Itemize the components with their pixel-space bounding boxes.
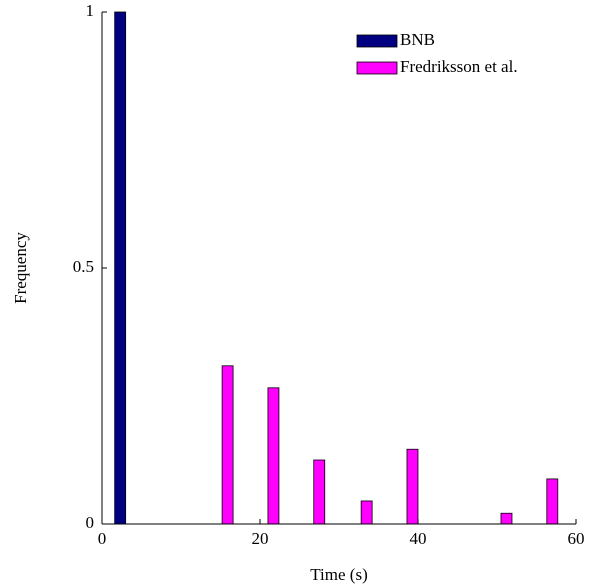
bar xyxy=(221,365,234,525)
x-axis-label: Time (s) xyxy=(310,565,367,584)
x-tick-label: 20 xyxy=(252,529,269,548)
bar xyxy=(114,11,127,525)
bar xyxy=(500,512,513,525)
y-axis-label: Frequency xyxy=(11,232,30,304)
bar xyxy=(406,448,419,525)
legend-swatch xyxy=(356,34,398,48)
bar xyxy=(360,500,373,525)
y-tick-label: 0 xyxy=(86,513,95,532)
y-tick-label: 0.5 xyxy=(73,257,94,276)
legend-label: BNB xyxy=(400,30,435,49)
y-tick-label: 1 xyxy=(86,1,95,20)
x-tick-label: 0 xyxy=(98,529,107,548)
x-tick-label: 60 xyxy=(568,529,585,548)
bar xyxy=(267,387,280,525)
legend-swatch xyxy=(356,61,398,75)
x-tick-label: 40 xyxy=(410,529,427,548)
bar xyxy=(546,478,559,525)
bar xyxy=(313,459,326,525)
legend-label: Fredriksson et al. xyxy=(400,57,518,76)
